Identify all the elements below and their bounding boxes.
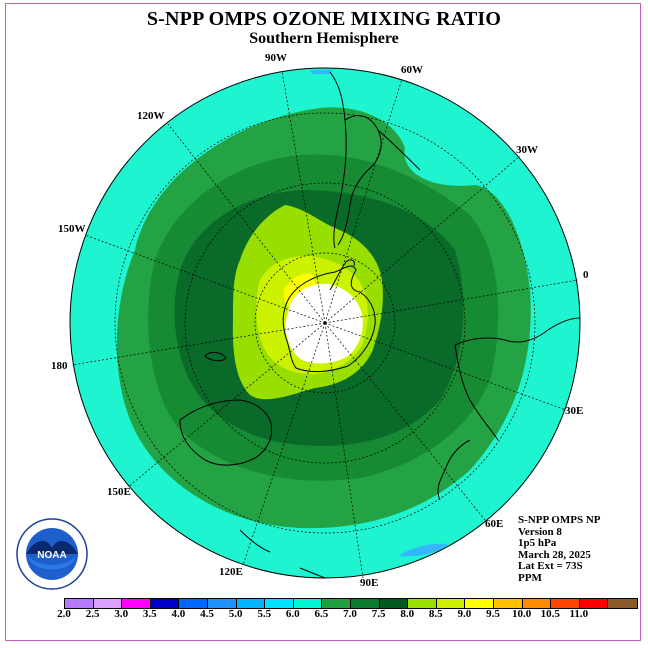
lon-label-180: 180 <box>51 360 68 372</box>
lon-label-30w: 30W <box>516 144 538 156</box>
info-version: Version 8 <box>518 525 562 538</box>
page-title: S-NPP OMPS OZONE MIXING RATIO <box>146 8 502 30</box>
noaa-logo: NOAA <box>16 518 88 590</box>
lon-label-30e: 30E <box>565 405 584 417</box>
colorbar-swatch <box>322 599 351 608</box>
lon-label-60e: 60E <box>485 518 504 530</box>
colorbar-swatch <box>236 599 266 608</box>
colorbar-tick-label: 10.0 <box>511 608 532 620</box>
colorbar-tick-label: 9.5 <box>486 608 500 620</box>
south-pole-marker <box>323 321 327 325</box>
lon-label-90e: 90E <box>360 577 379 589</box>
colorbar-tick-label: 3.0 <box>114 608 129 620</box>
colorbar-tick-label: 6.5 <box>314 608 329 620</box>
lon-label-150w: 150W <box>58 223 86 235</box>
info-units: PPM <box>518 571 542 584</box>
lon-label-150e: 150E <box>107 486 131 498</box>
colorbar-tick-label: 6.0 <box>285 608 300 620</box>
colorbar-tick-label: 8.5 <box>428 608 443 620</box>
colorbar-tick-label: 4.5 <box>200 608 214 620</box>
colorbar-swatch <box>207 599 237 608</box>
colorbar-swatch <box>379 599 409 608</box>
colorbar-swatch <box>436 599 466 608</box>
colorbar-swatch <box>350 599 380 608</box>
lon-label-120w: 120W <box>137 110 165 122</box>
colorbar-tick-label: 7.5 <box>371 608 386 620</box>
info-product: S-NPP OMPS NP <box>518 514 601 526</box>
colorbar-ticks: 2.0 2.5 3.0 3.5 4.0 4.5 5.0 5.5 6.0 6.5 7.0 7.5 8.0 8… <box>0 608 648 622</box>
colorbar-swatch <box>579 599 609 608</box>
info-date: March 28, 2025 <box>518 548 591 561</box>
colorbar-swatch <box>179 599 208 608</box>
info-lat-ext: Lat Ext = 73S <box>518 560 583 572</box>
colorbar-swatch <box>150 599 180 608</box>
colorbar-swatch <box>551 599 580 608</box>
colorbar-tick-label: 3.5 <box>142 608 157 620</box>
lon-label-90w: 90W <box>265 52 287 64</box>
colorbar <box>64 598 638 609</box>
colorbar-swatch <box>493 599 523 608</box>
lon-label-60w: 60W <box>401 64 423 76</box>
coastlines <box>179 71 580 578</box>
colorbar-tick-label: 11.0 <box>569 608 589 620</box>
graticule <box>71 70 579 579</box>
colorbar-tick-label: 10.5 <box>540 608 560 620</box>
colorbar-swatch <box>522 599 552 608</box>
noaa-logo-text: NOAA <box>37 550 66 561</box>
colorbar-tick-label: 2.5 <box>85 608 100 620</box>
colorbar-tick-label: 4.0 <box>171 608 186 620</box>
ozone-patch-blue-top <box>310 70 332 74</box>
map-boundary <box>69 67 581 579</box>
colorbar-tick-label: 2.0 <box>57 608 71 620</box>
colorbar-tick-label: 5.0 <box>228 608 243 620</box>
lon-label-120e: 120E <box>219 566 243 578</box>
page-subtitle: Southern Hemisphere <box>249 30 399 47</box>
colorbar-tick-label: 8.0 <box>400 608 415 620</box>
colorbar-swatch <box>265 599 294 608</box>
info-block: S-NPP OMPS NP Version 8 1p5 hPa March 28… <box>518 514 601 584</box>
colorbar-swatch <box>465 599 494 608</box>
ozone-patch-blue <box>398 543 448 557</box>
colorbar-swatch <box>608 599 637 608</box>
lon-label-0: 0 <box>583 269 589 281</box>
colorbar-tick-label: 9.0 <box>457 608 472 620</box>
colorbar-swatch <box>65 599 94 608</box>
colorbar-swatch <box>408 599 437 608</box>
colorbar-swatch <box>293 599 323 608</box>
colorbar-tick-label: 7.0 <box>343 608 357 620</box>
info-level: 1p5 hPa <box>518 537 557 549</box>
figure-frame <box>5 3 641 641</box>
colorbar-swatch <box>93 599 123 608</box>
colorbar-swatch <box>122 599 151 608</box>
colorbar-tick-label: 5.5 <box>257 608 272 620</box>
